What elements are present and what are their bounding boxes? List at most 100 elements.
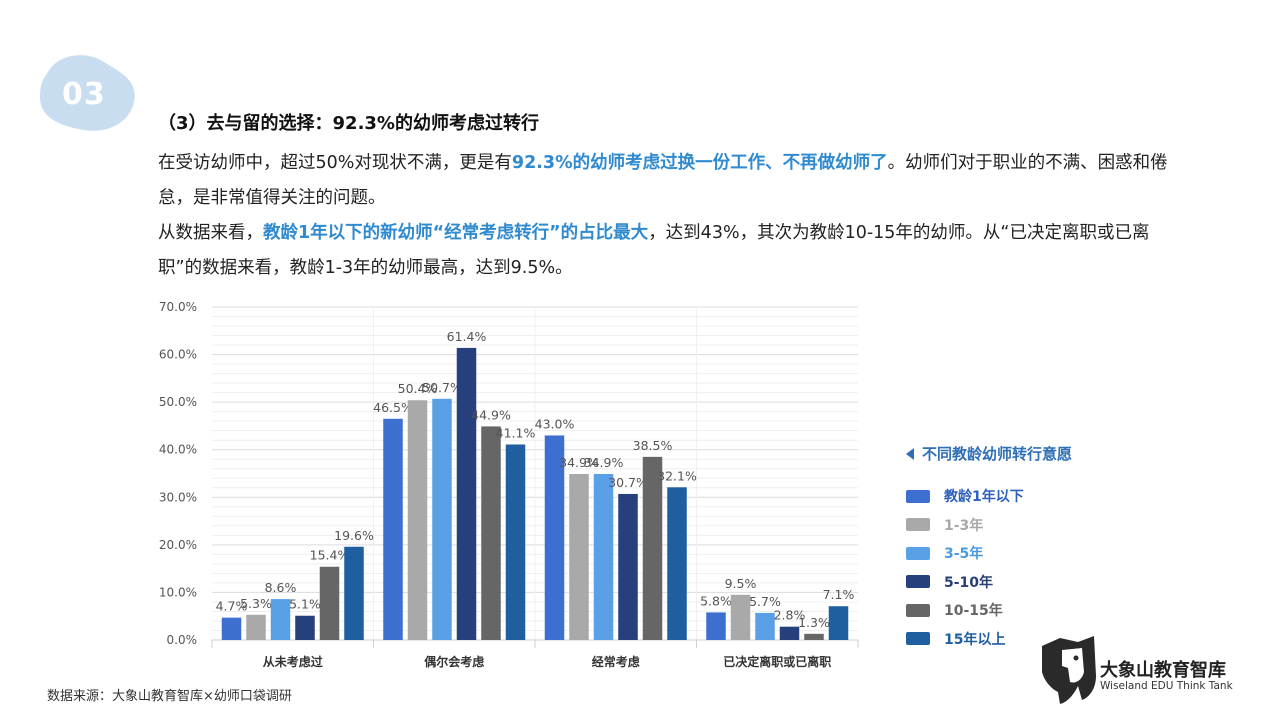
legend-label: 10-15年 bbox=[944, 603, 1003, 620]
paragraph-2-text-c: ，达到43%，其次为教龄10-15年的幼师。从“已决定离职或已离职”的数据来看，… bbox=[158, 223, 1150, 278]
bar bbox=[505, 444, 526, 640]
legend-item: 3-5年 bbox=[906, 539, 1146, 568]
bar bbox=[706, 612, 726, 640]
bar bbox=[667, 487, 687, 640]
bar bbox=[755, 612, 775, 640]
y-tick-label: 10.0% bbox=[159, 585, 197, 599]
data-label: 30.7% bbox=[608, 475, 648, 490]
legend-swatch bbox=[906, 603, 930, 617]
bar bbox=[456, 347, 477, 640]
logo-name-cn: 大象山教育智库 bbox=[1100, 660, 1226, 681]
legend-swatch bbox=[906, 546, 930, 560]
paragraph-1: 在受访幼师中，超过50%对现状不满，更是有92.3%的幼师考虑过换一份工作、不再… bbox=[158, 146, 1188, 216]
bar bbox=[295, 615, 315, 640]
data-label: 32.1% bbox=[657, 468, 697, 483]
data-label: 9.5% bbox=[725, 576, 757, 591]
data-label: 50.4% bbox=[398, 381, 438, 396]
category-label: 偶尔会考虑 bbox=[424, 654, 484, 669]
y-tick-label: 50.0% bbox=[159, 395, 197, 409]
section-number: 03 bbox=[62, 77, 106, 112]
paragraph-2-highlight: 教龄1年以下的新幼师“经常考虑转行”的占比最大 bbox=[263, 223, 649, 243]
bar bbox=[593, 473, 614, 640]
y-tick-label: 70.0% bbox=[159, 300, 197, 314]
legend-swatch bbox=[906, 518, 930, 532]
bar bbox=[618, 493, 638, 640]
data-label: 19.6% bbox=[334, 528, 374, 543]
data-label: 43.0% bbox=[535, 416, 575, 431]
legend-label: 3-5年 bbox=[944, 546, 984, 563]
data-label: 34.9% bbox=[584, 455, 624, 470]
data-label: 38.5% bbox=[633, 438, 673, 453]
bar bbox=[481, 426, 501, 640]
legend-swatch bbox=[906, 632, 930, 646]
legend-title: 不同教龄幼师转行意愿 bbox=[906, 443, 1146, 464]
data-label: 50.7% bbox=[422, 380, 462, 395]
paragraph-1-text-c: 。幼师们对于职业的不满、困惑和倦怠，是非常值得关注的问题。 bbox=[158, 153, 1168, 208]
data-label: 4.7% bbox=[216, 599, 248, 614]
legend-item: 教龄1年以下 bbox=[906, 482, 1146, 511]
bar bbox=[221, 617, 242, 640]
category-label: 已决定离职或已离职 bbox=[723, 654, 831, 669]
bar bbox=[344, 546, 364, 640]
legend-title-text: 不同教龄幼师转行意愿 bbox=[922, 445, 1073, 463]
section-heading: （3）去与留的选择：92.3%的幼师考虑过转行 bbox=[158, 113, 539, 134]
legend-item: 1-3年 bbox=[906, 511, 1146, 540]
triangle-left-icon bbox=[906, 447, 914, 460]
badge-blob-shape bbox=[40, 55, 135, 131]
logo-name-en: Wiseland EDU Think Tank bbox=[1100, 680, 1233, 692]
bar bbox=[642, 456, 663, 640]
bar bbox=[246, 614, 266, 640]
legend-items: 教龄1年以下 1-3年 3-5年 5-10年 10-15年 15年以上 bbox=[906, 482, 1146, 653]
legend-item: 10-15年 bbox=[906, 596, 1146, 625]
y-tick-label: 60.0% bbox=[159, 348, 197, 362]
legend-label: 15年以上 bbox=[944, 631, 1006, 648]
data-label: 41.1% bbox=[496, 425, 536, 440]
data-label: 8.6% bbox=[265, 580, 297, 595]
category-label: 从未考虑过 bbox=[263, 654, 323, 669]
bar bbox=[319, 566, 340, 640]
bar bbox=[270, 599, 291, 640]
paragraph-1-highlight: 92.3%的幼师考虑过换一份工作、不再做幼师了 bbox=[511, 153, 888, 173]
data-label: 2.8% bbox=[774, 608, 806, 623]
data-label: 61.4% bbox=[447, 329, 487, 344]
chart-legend: 不同教龄幼师转行意愿 教龄1年以下 1-3年 3-5年 5-10年 10-15年 15年以… bbox=[906, 443, 1146, 653]
bar bbox=[804, 633, 824, 640]
data-source: 数据来源：大象山教育智库×幼师口袋调研 bbox=[47, 689, 292, 704]
data-label: 34.9% bbox=[559, 455, 599, 470]
legend-item: 5-10年 bbox=[906, 568, 1146, 597]
category-label: 经常考虑 bbox=[592, 654, 640, 669]
elephant-logo-icon bbox=[1042, 636, 1096, 704]
legend-swatch bbox=[906, 575, 930, 589]
y-tick-label: 30.0% bbox=[159, 490, 197, 504]
legend-label: 教龄1年以下 bbox=[944, 489, 1024, 506]
data-label: 7.1% bbox=[823, 587, 855, 602]
paragraph-2-text-a: 从数据来看， bbox=[158, 223, 263, 243]
data-label: 5.3% bbox=[240, 596, 272, 611]
legend-label: 5-10年 bbox=[944, 574, 994, 591]
legend-label: 1-3年 bbox=[944, 517, 984, 534]
y-tick-label: 20.0% bbox=[159, 538, 197, 552]
section-badge bbox=[38, 52, 136, 132]
data-label: 15.4% bbox=[310, 548, 350, 563]
data-label: 46.5% bbox=[373, 400, 413, 415]
data-label: 1.3% bbox=[798, 615, 830, 630]
data-label: 5.1% bbox=[289, 597, 321, 612]
bar bbox=[569, 473, 589, 640]
data-label: 5.7% bbox=[749, 594, 781, 609]
paragraph-1-text-a: 在受访幼师中，超过50%对现状不满，更是有 bbox=[158, 153, 512, 173]
bar bbox=[779, 626, 800, 640]
legend-swatch bbox=[906, 489, 930, 503]
bar bbox=[544, 435, 565, 640]
logo: 大象山教育智库 Wiseland EDU Think Tank bbox=[1038, 632, 1238, 708]
bar bbox=[432, 398, 452, 640]
data-label: 44.9% bbox=[471, 407, 511, 422]
bar bbox=[730, 594, 751, 640]
paragraph-2: 从数据来看，教龄1年以下的新幼师“经常考虑转行”的占比最大，达到43%，其次为教… bbox=[158, 216, 1188, 286]
bar bbox=[828, 606, 849, 640]
legend-item: 15年以上 bbox=[906, 625, 1146, 654]
y-tick-label: 40.0% bbox=[159, 443, 197, 457]
bar bbox=[383, 418, 403, 640]
data-label: 5.8% bbox=[700, 593, 732, 608]
bar bbox=[407, 400, 428, 640]
